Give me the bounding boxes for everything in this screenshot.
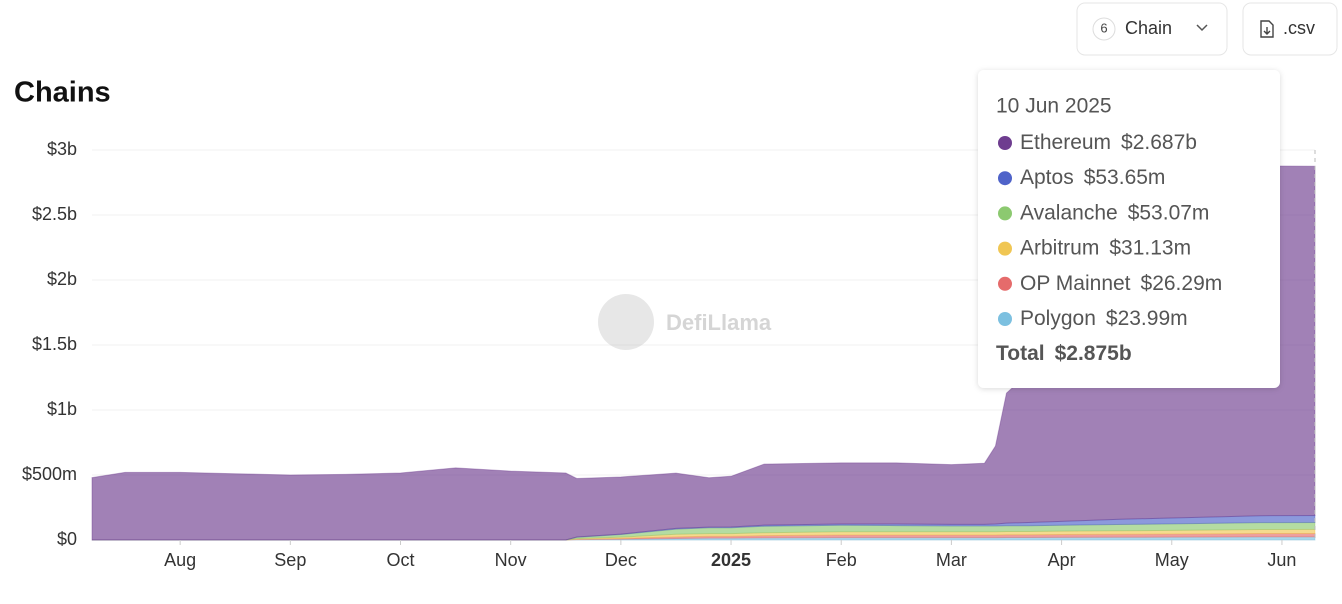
csv-button[interactable]: .csv <box>1242 2 1338 56</box>
button-frame[interactable] <box>1076 2 1228 56</box>
x-tick-label: May <box>1155 550 1189 570</box>
series-value: $2.687b <box>1121 131 1197 154</box>
legend-entry: Ethereum $2.687b <box>1020 131 1197 154</box>
y-tick-label: $1b <box>47 399 77 419</box>
legend-entry: Arbitrum $31.13m <box>1020 236 1191 259</box>
y-tick-label: $2b <box>47 269 77 289</box>
chain-button[interactable]: 6 Chain <box>1076 2 1228 56</box>
series-name: Arbitrum <box>1020 236 1099 259</box>
total-part: $2.875b <box>1055 342 1132 365</box>
watermark-text: DefiLlama <box>666 310 772 335</box>
x-tick-label: Mar <box>936 550 967 570</box>
total-part: Total <box>996 342 1045 365</box>
x-tick-label: Oct <box>386 550 414 570</box>
x-tick-label: Sep <box>274 550 306 570</box>
legend-entry: OP Mainnet $26.29m <box>1020 271 1222 294</box>
legend-entry: Avalanche $53.07m <box>1020 201 1209 224</box>
x-tick-label: 2025 <box>711 550 751 570</box>
series-name: OP Mainnet <box>1020 271 1131 294</box>
series-value: $53.65m <box>1084 166 1166 189</box>
watermark: DefiLlama <box>598 294 772 350</box>
chart-title: Chains <box>14 77 111 109</box>
x-tick-label: Apr <box>1048 550 1076 570</box>
download-icon <box>1260 20 1274 38</box>
y-tick-label: $0 <box>57 529 77 549</box>
chain-count: 6 <box>1100 20 1107 35</box>
series-value: $23.99m <box>1106 307 1188 330</box>
y-tick-label: $2.5b <box>32 204 77 224</box>
legend-entry: Aptos $53.65m <box>1020 166 1165 189</box>
area <box>92 522 1316 541</box>
legend-dot <box>998 241 1012 256</box>
area <box>92 536 1316 541</box>
x-tick-label: Nov <box>495 550 527 570</box>
series-name: Ethereum <box>1020 131 1111 154</box>
areas <box>91 165 1316 541</box>
x-tick-label: Feb <box>826 550 857 570</box>
legend-dot <box>998 276 1012 291</box>
series-name: Avalanche <box>1020 201 1118 224</box>
legend-dot <box>998 312 1012 326</box>
x-tick-label: Dec <box>605 550 637 570</box>
button-frame[interactable] <box>1242 2 1338 56</box>
csv-label: .csv <box>1283 18 1315 38</box>
legend-dot <box>998 206 1012 221</box>
x-tick-label: Aug <box>164 550 196 570</box>
watermark-logo <box>598 294 654 350</box>
area <box>91 165 1316 541</box>
legend-dot <box>998 171 1012 186</box>
series-name: Aptos <box>1020 166 1074 189</box>
series-name: Polygon <box>1020 307 1096 330</box>
y-tick-label: $1.5b <box>32 334 77 354</box>
y-tick-label: $500m <box>22 464 77 484</box>
legend-entry: Polygon $23.99m <box>1020 307 1188 330</box>
series-value: $53.07m <box>1128 201 1210 224</box>
tooltip-title: 10 Jun 2025 <box>996 95 1112 118</box>
legend-dot <box>998 136 1012 150</box>
series-value: $31.13m <box>1109 236 1191 259</box>
tooltip-total: Total $2.875b <box>996 342 1132 365</box>
chain-label: Chain <box>1125 18 1172 38</box>
series-value: $26.29m <box>1141 271 1223 294</box>
tooltip-frame <box>978 70 1280 388</box>
chevron <box>1196 24 1208 32</box>
count-badge <box>1092 17 1116 41</box>
x-tick-label: Jun <box>1267 550 1296 570</box>
y-tick-label: $3b <box>47 139 77 159</box>
